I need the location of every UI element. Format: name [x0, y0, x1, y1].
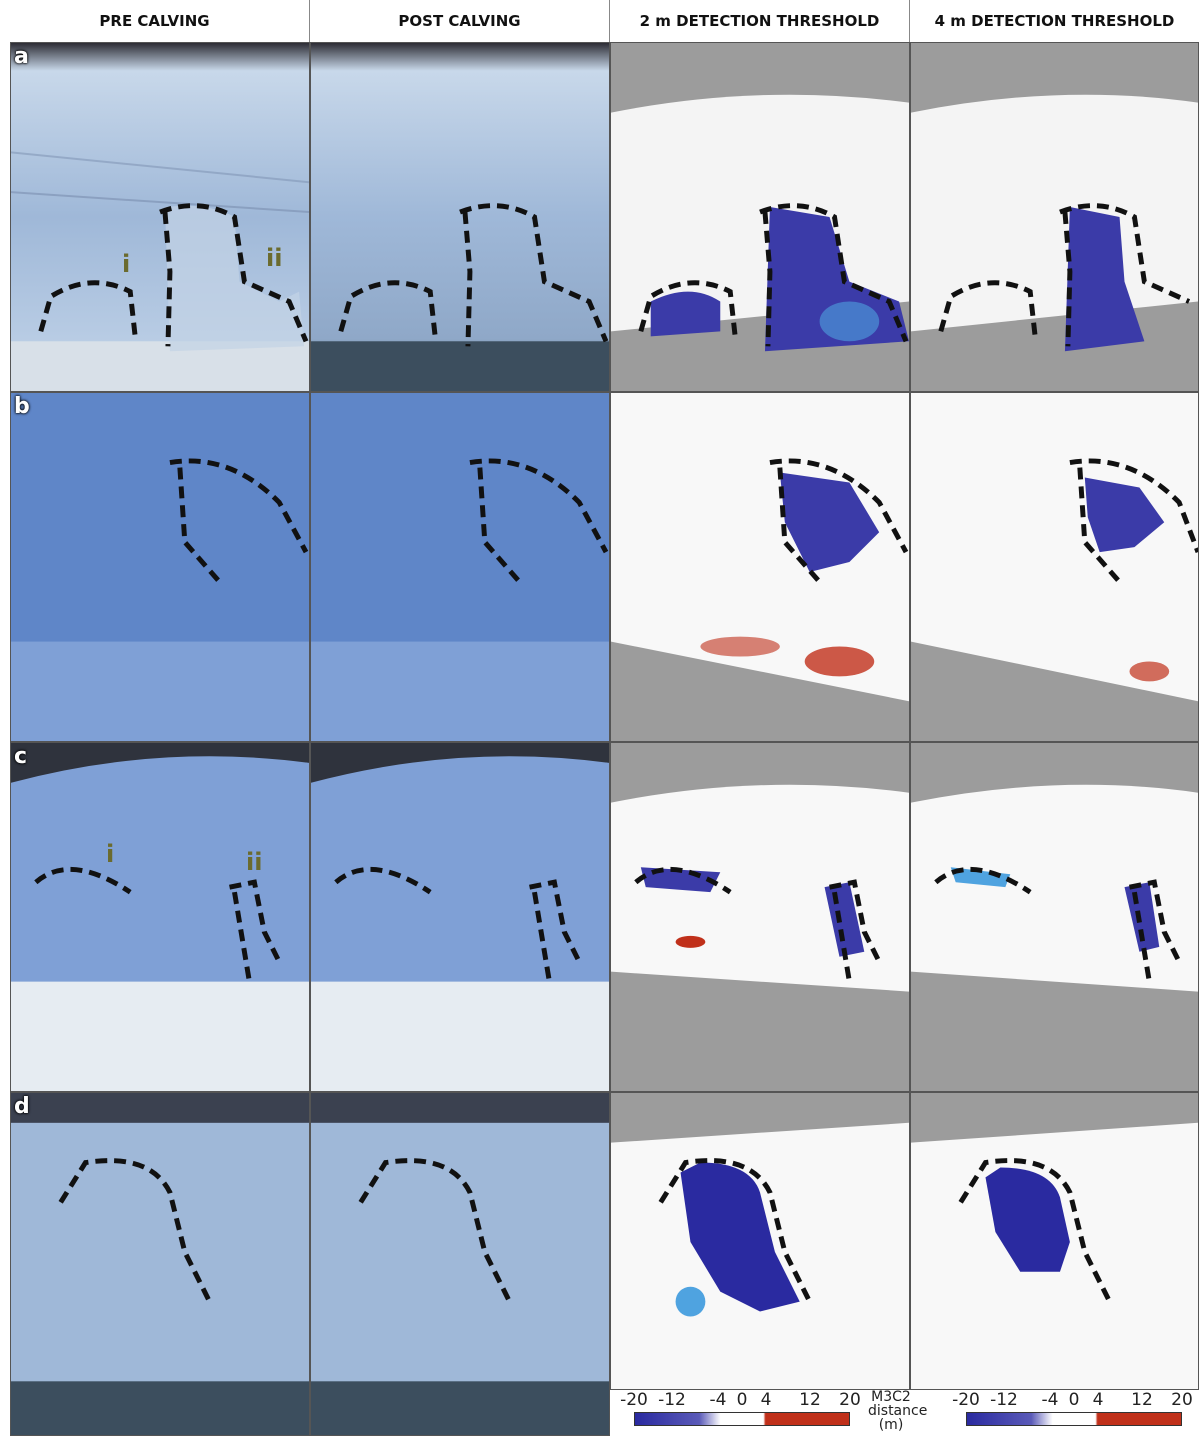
photo-pre-c — [10, 742, 310, 1092]
colorbar-2m-gradient — [634, 1412, 850, 1426]
annotation-c-ii: ii — [246, 848, 263, 876]
photo-pre-b — [10, 392, 310, 742]
tick-label: -20 — [952, 1390, 980, 1410]
colorbar-2m-ticks: -20 -12 -4 0 4 12 20 — [620, 1390, 861, 1410]
photo-post-c — [310, 742, 610, 1092]
annotation-c-i: i — [106, 840, 115, 868]
change-map-4m-d — [910, 1092, 1199, 1390]
tick-label: -12 — [658, 1390, 686, 1410]
photo-post-b — [310, 392, 610, 742]
tick-label: 20 — [839, 1390, 861, 1410]
column-header-pre-calving: PRE CALVING — [0, 0, 310, 42]
tick-label: -4 — [709, 1390, 727, 1410]
tick-label: -4 — [1041, 1390, 1059, 1410]
tick-label: -20 — [620, 1390, 648, 1410]
tick-label: 4 — [1092, 1390, 1104, 1410]
column-header-4m-threshold: 4 m DETECTION THRESHOLD — [910, 0, 1199, 42]
colorbar-unit-label: M3C2 distance (m) — [868, 1389, 928, 1433]
tick-label: -12 — [990, 1390, 1018, 1410]
photo-pre-a — [10, 42, 310, 392]
row-label-a: a — [14, 44, 29, 69]
tick-label: 12 — [799, 1390, 821, 1410]
change-map-2m-a — [610, 42, 910, 392]
colorbar-4m-ticks: -20 -12 -4 0 4 12 20 — [950, 1390, 1195, 1410]
change-map-4m-a — [910, 42, 1199, 392]
photo-pre-d — [10, 1092, 310, 1436]
tick-label: 20 — [1171, 1390, 1193, 1410]
unit-line-3: (m) — [878, 1417, 904, 1433]
row-label-b: b — [14, 394, 30, 419]
change-map-4m-b — [910, 392, 1199, 742]
change-map-2m-b — [610, 392, 910, 742]
tick-label: 12 — [1131, 1390, 1153, 1410]
photo-post-d — [310, 1092, 610, 1436]
row-label-d: d — [14, 1094, 30, 1119]
column-header-post-calving: POST CALVING — [310, 0, 610, 42]
column-header-2m-threshold: 2 m DETECTION THRESHOLD — [610, 0, 910, 42]
annotation-a-ii: ii — [266, 244, 283, 272]
tick-label: 0 — [736, 1390, 748, 1410]
change-map-2m-c — [610, 742, 910, 1092]
colorbar-4m-gradient — [966, 1412, 1182, 1426]
colorbar-2m: -20 -12 -4 0 4 12 20 — [620, 1390, 861, 1436]
row-label-c: c — [14, 744, 28, 769]
annotation-a-i: i — [122, 250, 131, 278]
unit-line-1: M3C2 — [871, 1389, 911, 1405]
unit-line-2: distance — [868, 1403, 928, 1419]
tick-label: 0 — [1068, 1390, 1080, 1410]
colorbar-4m: -20 -12 -4 0 4 12 20 — [950, 1390, 1195, 1436]
change-map-2m-d — [610, 1092, 910, 1390]
photo-post-a — [310, 42, 610, 392]
change-map-4m-c — [910, 742, 1199, 1092]
tick-label: 4 — [760, 1390, 772, 1410]
